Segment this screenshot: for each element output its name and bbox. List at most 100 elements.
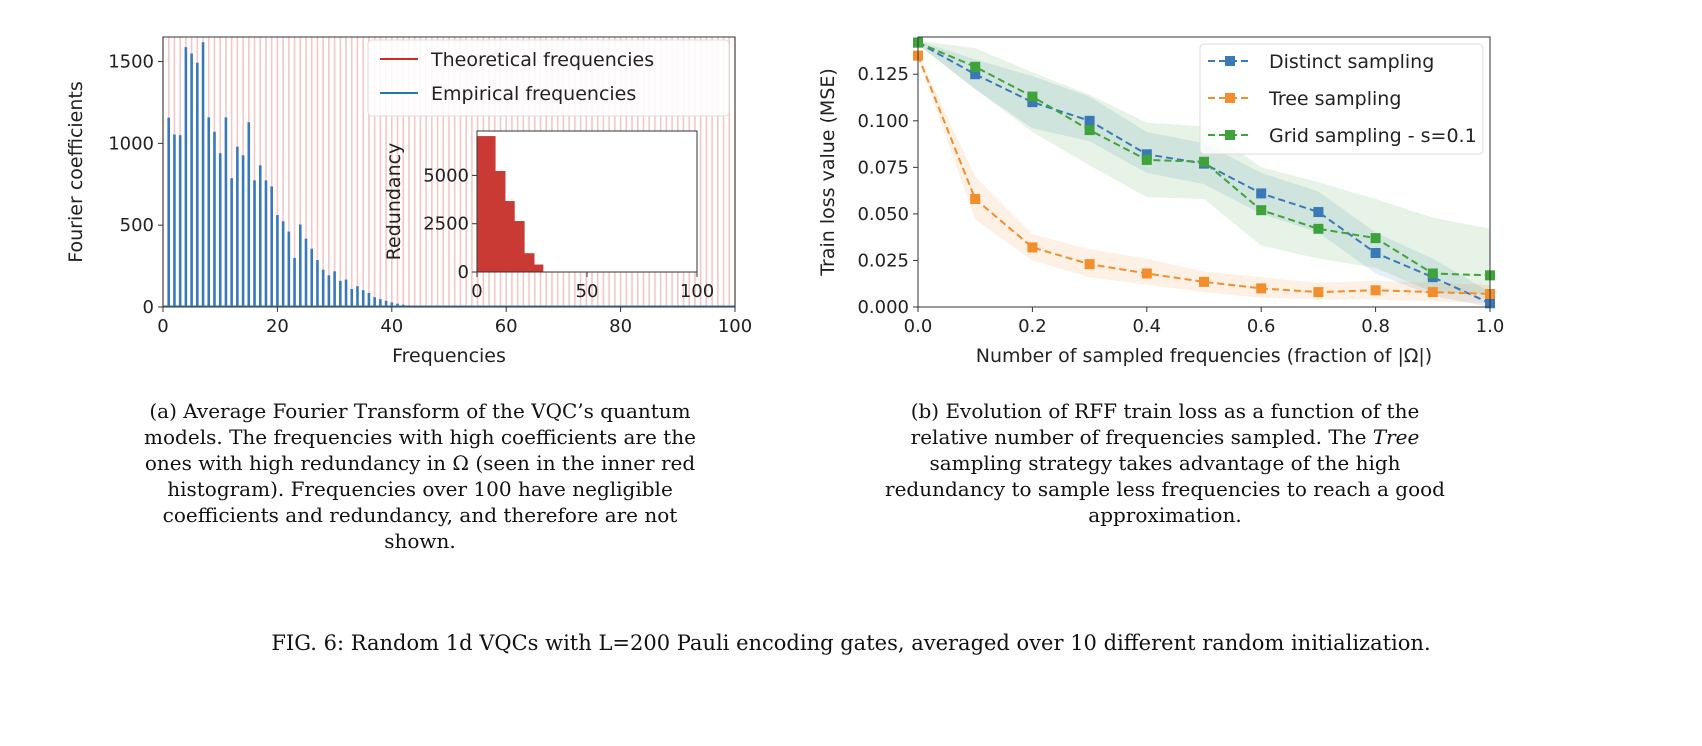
data-point-marker (970, 69, 981, 80)
empirical-frequency-bar (241, 155, 245, 307)
data-point-marker (1084, 115, 1095, 126)
caption-b-line: sampling strategy takes advantage of the… (929, 451, 1401, 475)
x-tick-label: 0.8 (1361, 316, 1390, 337)
empirical-frequency-bar (396, 303, 399, 307)
y-tick-label: 0.050 (857, 204, 909, 225)
caption-b-text: relative number of frequencies sampled. … (910, 425, 1373, 449)
data-point-marker (1027, 242, 1038, 253)
empirical-frequency-bar (304, 238, 308, 307)
empirical-frequency-bar (327, 275, 331, 307)
data-point-marker (1427, 287, 1438, 298)
x-tick-label: 40 (380, 316, 403, 337)
y-tick-label: 500 (120, 215, 154, 236)
inset-y-axis-label: Redundancy (383, 143, 405, 261)
y-tick-label: 1500 (108, 52, 154, 73)
y-tick-label: 0 (143, 297, 154, 318)
caption-b-line: approximation. (1088, 503, 1242, 527)
data-point-marker (1256, 283, 1267, 294)
redundancy-histogram-bar (514, 221, 525, 272)
empirical-frequency-bar (316, 260, 319, 307)
legend-box-b (1199, 43, 1484, 155)
y-tick-label: 0.025 (857, 250, 909, 271)
x-tick-label: 60 (495, 316, 518, 337)
data-point-marker (1084, 259, 1095, 270)
x-axis-label: Frequencies (392, 345, 506, 367)
empirical-frequency-bar (356, 286, 359, 307)
legend-box-a (367, 39, 730, 117)
empirical-frequency-bar (178, 135, 182, 307)
empirical-frequency-bar (264, 180, 268, 307)
inset-x-tick-label: 50 (576, 281, 599, 302)
data-point-marker (1256, 188, 1267, 199)
x-tick-label: 20 (266, 316, 289, 337)
inset-y-tick-label: 2500 (423, 214, 469, 235)
empirical-frequency-bar (367, 292, 371, 307)
figure-charts: 0 20 40 60 80 100050010001500FrequenciesFouri… (65, 36, 1504, 367)
data-point-marker (1199, 276, 1209, 287)
empirical-frequency-bar (196, 62, 199, 307)
empirical-frequency-bar (350, 289, 354, 307)
x-axis-label: Number of sampled frequencies (fraction … (976, 345, 1432, 367)
legend-marker (1225, 130, 1235, 140)
redundancy-histogram-bar (505, 201, 515, 272)
data-point-marker (1027, 97, 1038, 108)
caption-a-line: (a) Average Fourier Transform of the VQC… (149, 399, 691, 423)
inset-y-tick-label: 0 (458, 262, 469, 283)
empirical-frequency-bar (276, 215, 279, 307)
data-point-marker (1370, 248, 1381, 258)
empirical-frequency-bar (247, 122, 251, 307)
empirical-frequency-bar (270, 186, 273, 307)
empirical-frequency-bar (224, 117, 228, 307)
legend-label: Grid sampling - s=0.1 (1269, 125, 1477, 147)
empirical-frequency-bar (281, 221, 285, 307)
legend-label: Empirical frequencies (431, 83, 636, 105)
x-tick-label: 0.0 (904, 316, 933, 337)
legend-marker (1225, 93, 1235, 103)
empirical-frequency-bar (321, 269, 325, 307)
empirical-frequency-bar (207, 117, 211, 307)
data-point-marker (1199, 156, 1209, 167)
legend-marker (1225, 56, 1235, 66)
data-point-marker (1027, 91, 1038, 102)
data-point-marker (1370, 285, 1381, 296)
caption-a-line: histogram). Frequencies over 100 have ne… (167, 477, 673, 501)
data-point-marker (1084, 125, 1095, 136)
inset-x-tick-label: 0 (471, 281, 482, 302)
empirical-frequency-bar (287, 231, 291, 307)
inset-y-tick-label: 5000 (423, 165, 469, 186)
redundancy-histogram-bar (524, 253, 535, 272)
empirical-frequency-bar (310, 248, 314, 307)
legend-label: Tree sampling (1268, 88, 1401, 110)
figure-caption: FIG. 6: Random 1d VQCs with L=200 Pauli … (271, 631, 1431, 655)
legend-label: Theoretical frequencies (430, 49, 654, 71)
empirical-frequency-bar (344, 279, 348, 307)
data-point-marker (1370, 233, 1381, 244)
y-tick-label: 0.125 (857, 64, 909, 85)
caption-b-line: redundancy to sample less frequencies to… (885, 477, 1445, 501)
redundancy-histogram-bar (534, 264, 544, 272)
empirical-frequency-bar (379, 299, 382, 307)
empirical-frequency-bar (218, 153, 222, 307)
caption-b-line: relative number of frequencies sampled. … (805, 424, 1525, 450)
empirical-frequency-bar (236, 146, 239, 307)
empirical-frequency-bar (201, 42, 205, 308)
data-point-marker (1313, 207, 1324, 218)
empirical-frequency-bar (184, 47, 188, 308)
caption-b-italic: Tree (1372, 425, 1420, 449)
caption-a-line: models. The frequencies with high coeffi… (144, 425, 696, 449)
x-tick-label: 0 (157, 316, 168, 337)
empirical-frequency-bar (230, 178, 233, 307)
caption-b-line: (b) Evolution of RFF train loss as a fun… (910, 399, 1420, 423)
empirical-frequency-bar (173, 134, 176, 307)
caption-a-line: ones with high redundancy in Ω (seen in … (144, 451, 696, 475)
y-axis-label: Train loss value (MSE) (817, 68, 839, 277)
empirical-frequency-bar (253, 180, 256, 307)
data-point-marker (970, 194, 981, 204)
inset-x-tick-label: 100 (680, 281, 714, 302)
x-tick-label: 80 (609, 316, 632, 337)
y-axis-label: Fourier coefficients (65, 81, 87, 262)
empirical-frequency-bar (339, 280, 342, 307)
empirical-frequency-bar (390, 302, 394, 307)
caption-a-line: shown. (384, 529, 456, 553)
empirical-frequency-bar (298, 224, 302, 307)
